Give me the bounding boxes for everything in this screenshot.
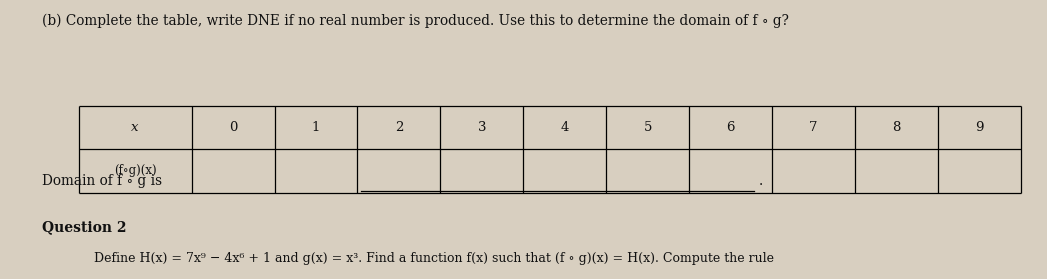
Text: Domain of f ∘ g is: Domain of f ∘ g is — [42, 174, 162, 188]
Text: 4: 4 — [560, 121, 569, 134]
Text: 3: 3 — [477, 121, 486, 134]
Text: .: . — [759, 174, 763, 188]
Text: 2: 2 — [395, 121, 403, 134]
Text: 1: 1 — [312, 121, 320, 134]
Text: (b) Complete the table, write DNE if no real number is produced. Use this to det: (b) Complete the table, write DNE if no … — [42, 14, 788, 28]
Text: 5: 5 — [644, 121, 652, 134]
Text: 6: 6 — [727, 121, 735, 134]
Text: 7: 7 — [809, 121, 818, 134]
Text: Define H(x) = 7x⁹ − 4x⁶ + 1 and g(x) = x³. Find a function f(x) such that (f ∘ g: Define H(x) = 7x⁹ − 4x⁶ + 1 and g(x) = x… — [94, 252, 774, 266]
Text: (f∘g)(x): (f∘g)(x) — [114, 164, 156, 177]
Text: Question 2: Question 2 — [42, 220, 127, 234]
Text: 8: 8 — [892, 121, 900, 134]
Text: x: x — [131, 121, 139, 134]
Text: 0: 0 — [229, 121, 238, 134]
Text: 9: 9 — [975, 121, 983, 134]
